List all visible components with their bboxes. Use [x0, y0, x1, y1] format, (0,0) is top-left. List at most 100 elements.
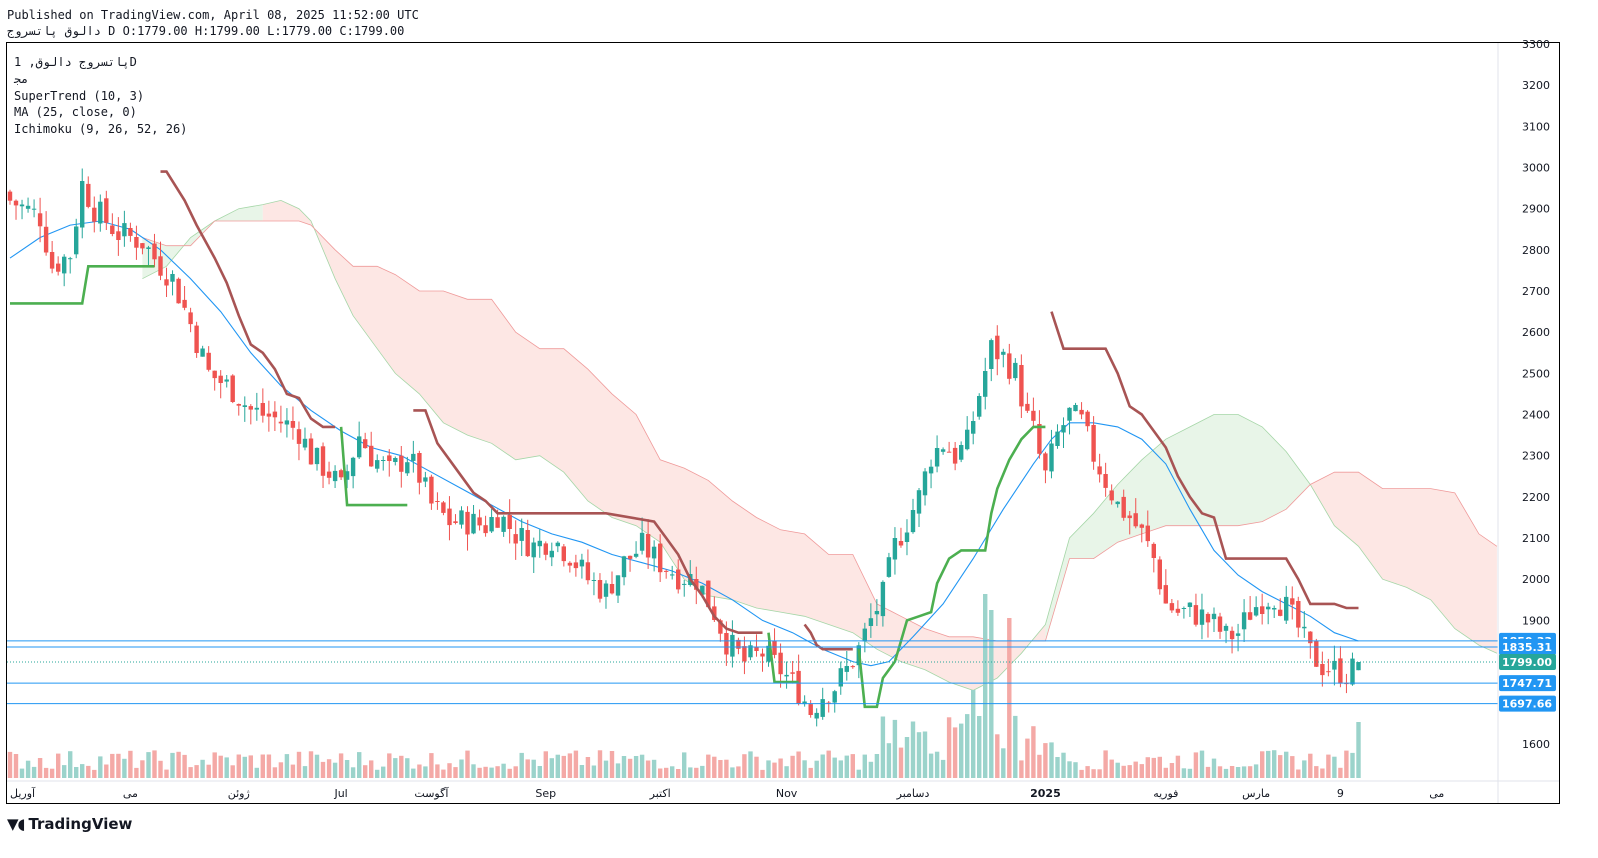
y-tick-label: 3000 [1522, 162, 1550, 175]
candle-body [387, 455, 392, 461]
ichimoku-span-a [142, 199, 1498, 691]
volume-bar [1073, 762, 1078, 778]
volume-bar [567, 753, 573, 778]
volume-bar [868, 761, 874, 778]
candle-body [928, 466, 934, 474]
volume-bar [1103, 750, 1108, 778]
volume-bar [158, 760, 163, 778]
volume-bar [670, 766, 675, 778]
volume-bar [86, 765, 91, 778]
volume-bar [417, 764, 422, 778]
volume-bar [772, 762, 777, 778]
candle-body [296, 429, 302, 444]
published-caption: Published on TradingView.com, April 08, … [7, 8, 419, 22]
candle-body [838, 668, 843, 687]
volume-bar [796, 751, 801, 778]
candle-body [712, 606, 717, 620]
candle-body [357, 436, 362, 458]
candle-body [736, 639, 741, 649]
volume-bar [983, 594, 988, 778]
candle-body [332, 470, 338, 482]
candle-body [706, 580, 711, 608]
candle-body [224, 379, 229, 382]
candle-body [1278, 609, 1283, 616]
volume-bar [1121, 765, 1126, 778]
candle-body [531, 542, 536, 558]
volume-bar [736, 766, 741, 778]
volume-bar [62, 765, 67, 778]
candle-body [820, 699, 825, 717]
candle-body [934, 448, 940, 467]
candle-body [778, 652, 783, 675]
candle-body [1284, 596, 1289, 621]
candle-body [326, 471, 332, 478]
candle-body [1115, 501, 1120, 505]
candle-body [983, 371, 988, 397]
candle-body [290, 421, 296, 428]
volume-bar [1013, 715, 1018, 778]
candle-body [922, 471, 928, 496]
candle-body [230, 375, 235, 402]
volume-bar [465, 750, 470, 778]
candle-body [724, 633, 729, 655]
last-price-label: 1799.00 [1502, 656, 1552, 669]
candle-body [1151, 543, 1156, 558]
candle-body [597, 580, 603, 599]
volume-bar [898, 747, 904, 778]
candle-body [971, 421, 976, 434]
volume-bar [519, 752, 524, 778]
volume-bar [1049, 742, 1054, 778]
ohlc-readout: ﺩﺍﻟﻮﻕ ﭘﺎﺗﺴﺮﻭﺝ D O:1779.00 H:1799.00 L:17… [7, 24, 404, 38]
candle-body [603, 583, 609, 597]
candle-body [1043, 453, 1048, 471]
candle-body [898, 541, 904, 546]
candle-body [37, 213, 43, 227]
supertrend-down-line [803, 623, 853, 651]
volume-bar [1211, 758, 1217, 778]
volume-bar [501, 763, 506, 778]
y-tick-label: 1600 [1522, 738, 1550, 751]
candle-body [796, 670, 801, 704]
candle-body [260, 403, 265, 416]
candle-body [441, 502, 446, 513]
volume-bar [459, 759, 464, 778]
supertrend-down-line [160, 170, 336, 429]
volume-bar [1079, 769, 1084, 778]
candle-body [1235, 633, 1241, 636]
candle-body [850, 666, 855, 668]
candle-body [1055, 431, 1060, 446]
volume-bar [393, 758, 398, 778]
candle-body [98, 201, 103, 224]
candle-body [1103, 474, 1108, 488]
candle-body [170, 274, 175, 282]
legend-ma[interactable]: MA (25, close, 0) [14, 105, 137, 120]
legend-ichimoku[interactable]: Ichimoku (9, 26, 52, 26) [14, 122, 188, 137]
volume-bar [152, 750, 157, 778]
volume-bar [808, 767, 813, 778]
candle-body [206, 352, 211, 370]
candle-body [645, 534, 651, 558]
volume-bar [1097, 769, 1102, 778]
volume-bar [730, 767, 735, 778]
volume-bar [1181, 768, 1187, 778]
volume-bar [1284, 751, 1289, 778]
candle-body [537, 540, 542, 547]
candle-body [1211, 613, 1217, 620]
legend-supertrend[interactable]: SuperTrend (10, 3) [14, 88, 145, 103]
candle-body [1296, 601, 1301, 628]
cloud-bear-region [262, 200, 1046, 691]
volume-bar [802, 760, 807, 778]
candle-body [242, 405, 247, 407]
candle-body [116, 231, 121, 240]
candle-body [393, 458, 398, 462]
volume-bar [706, 754, 711, 778]
candle-body [1127, 515, 1132, 519]
tradingview-brand[interactable]: ▼◖ TradingView [7, 815, 132, 833]
candle-body [465, 511, 470, 535]
candle-body [946, 451, 952, 453]
volume-bar [1037, 754, 1042, 778]
y-tick-label: 3200 [1522, 79, 1550, 92]
x-tick-label: ﻓﻮﺭﻳﻪ [1153, 787, 1178, 800]
candle-body [489, 517, 494, 532]
